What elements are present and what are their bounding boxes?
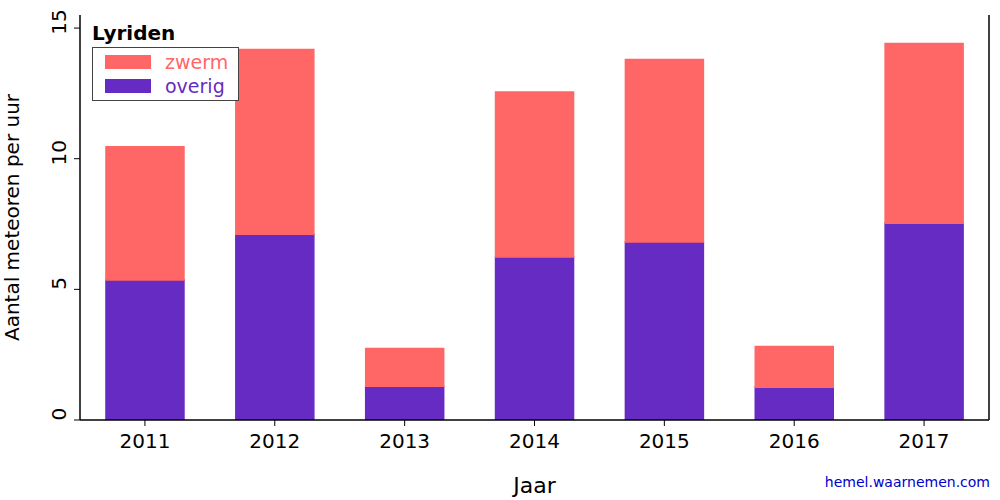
- svg-text:0: 0: [47, 408, 71, 421]
- svg-text:2013: 2013: [379, 429, 430, 453]
- svg-text:Aantal meteoren per uur: Aantal meteoren per uur: [8, 93, 24, 341]
- svg-text:10: 10: [47, 140, 71, 165]
- svg-text:2016: 2016: [769, 429, 820, 453]
- html-text:hemel.waarnemen.com: hemel.waarnemen.com: [824, 474, 990, 490]
- svg-text:2011: 2011: [119, 429, 170, 453]
- html-text:overig: overig: [165, 75, 225, 97]
- svg-text:2017: 2017: [899, 429, 950, 453]
- svg-text:2015: 2015: [639, 429, 690, 453]
- svg-text:5: 5: [47, 277, 71, 290]
- html-text:Lyriden: Lyriden: [92, 21, 176, 45]
- svg-text:15: 15: [47, 9, 71, 34]
- svg-text:2014: 2014: [509, 429, 560, 453]
- html-text:zwerm: zwerm: [165, 51, 229, 73]
- svg-text:2012: 2012: [249, 429, 300, 453]
- svg-text:Jaar: Jaar: [511, 473, 556, 498]
